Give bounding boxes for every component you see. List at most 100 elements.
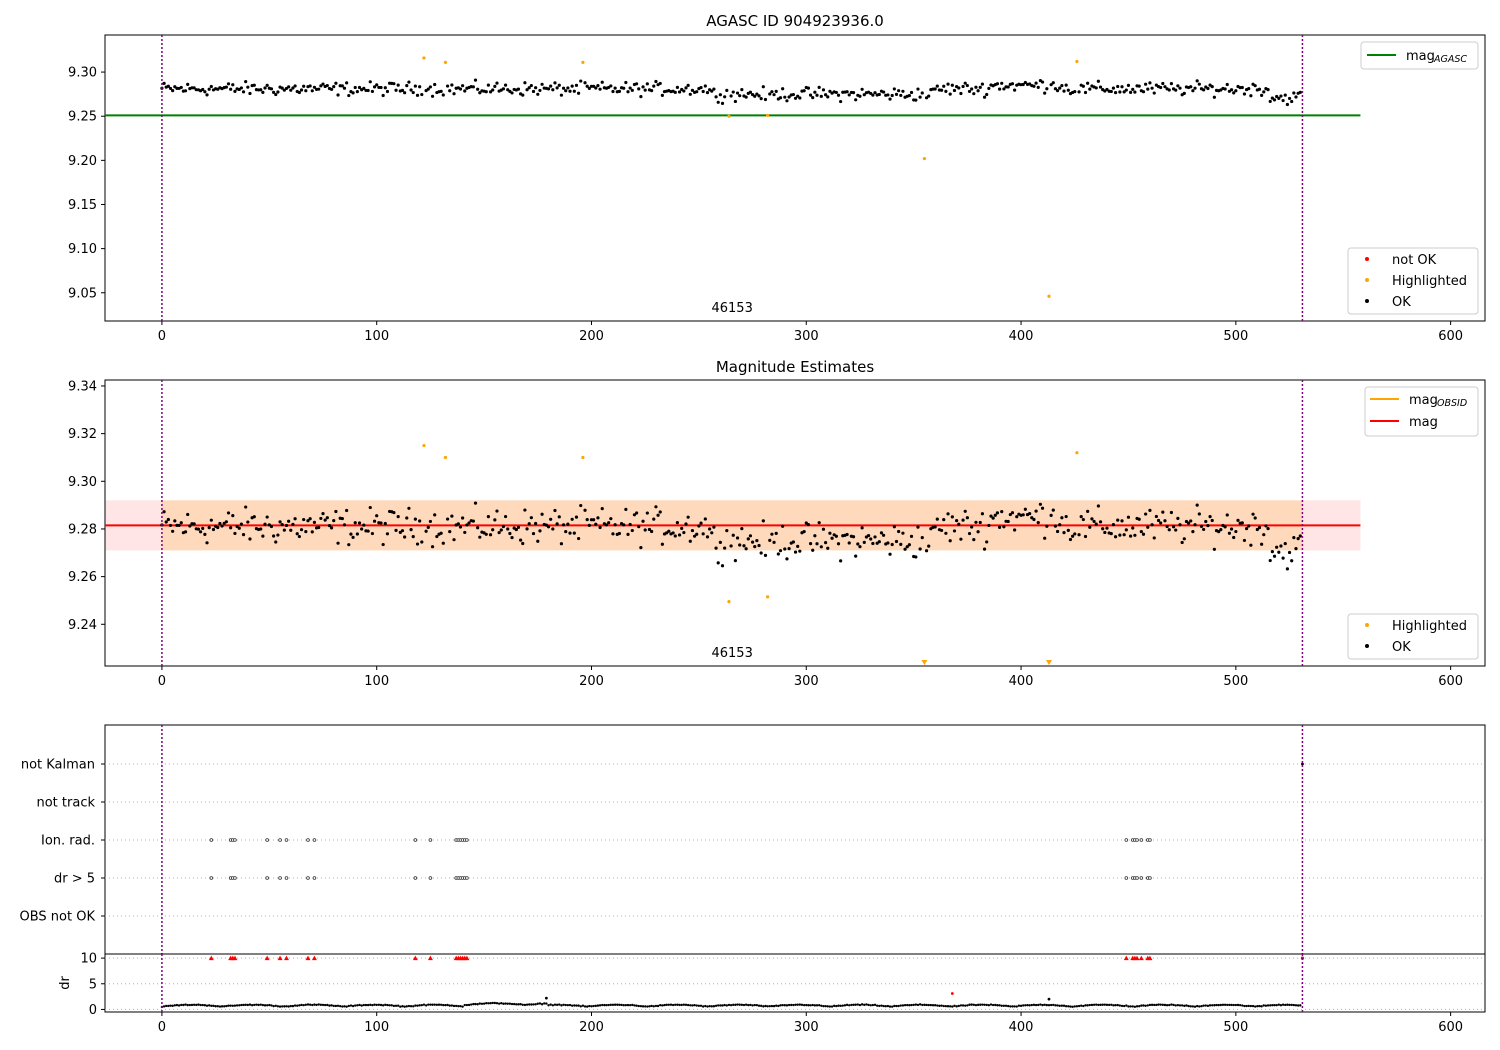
panel2-ok-point	[308, 517, 312, 521]
dr-point	[1202, 1004, 1205, 1007]
panel2-ok-point	[1058, 523, 1062, 527]
panel1-ok-point	[723, 95, 727, 99]
panel1-ok-point	[471, 85, 475, 89]
dr-point	[766, 1005, 769, 1008]
panel1-ytick-label: 9.25	[68, 110, 97, 125]
panel2-ok-point	[705, 535, 710, 539]
panel1-ok-point	[909, 90, 914, 95]
panel2-ok-point	[566, 522, 570, 526]
panel2-ok-point	[1294, 547, 1298, 551]
dr-point	[710, 1005, 713, 1008]
panel1-highlighted-point	[1047, 294, 1051, 298]
panel2-ok-point	[577, 536, 581, 541]
panel2-ok-point	[594, 522, 598, 526]
panel1-ok-point	[596, 84, 600, 88]
dr-point	[869, 1004, 872, 1007]
panel2-ok-point	[458, 525, 463, 529]
panel2-ok-point	[521, 541, 525, 546]
panel1-ok-point	[778, 96, 783, 100]
panel1-ok-point	[233, 89, 237, 93]
panel2-ok-point	[394, 528, 398, 532]
panel2-xtick-label: 500	[1223, 674, 1248, 689]
panel2-ok-point	[647, 527, 652, 532]
panel1-xtick-label: 300	[794, 329, 819, 344]
dr-clipped-marker	[1147, 955, 1153, 961]
dr-point	[807, 1004, 810, 1007]
dr-point	[403, 1005, 406, 1008]
panel2-ok-point	[555, 522, 559, 526]
panel2-ok-point	[716, 561, 720, 565]
dr-point	[929, 1003, 933, 1007]
panel1-ok-point	[834, 90, 838, 95]
dr-point	[1213, 1004, 1216, 1007]
panel1-ok-point	[229, 87, 233, 91]
dr-point	[493, 1001, 497, 1005]
panel1-ytick-label: 9.05	[68, 286, 97, 301]
dr-point	[517, 1003, 520, 1006]
dr-point	[1146, 1004, 1149, 1007]
dr-point	[201, 1003, 204, 1007]
panel1-ok-point	[600, 80, 604, 84]
panel1-ok-point	[725, 88, 729, 92]
panel1-ok-point	[899, 93, 903, 98]
dr-point	[394, 1004, 398, 1008]
panel2-ok-point	[1171, 525, 1176, 529]
panel1-ok-point	[613, 86, 617, 90]
dr-point	[1060, 1004, 1064, 1007]
panel1-ok-point	[572, 89, 576, 93]
panel2-ok-point	[1062, 531, 1066, 535]
dr-point	[1176, 1003, 1180, 1007]
panel2-ok-point	[1189, 519, 1193, 523]
panel1-ok-point	[871, 93, 875, 97]
panel1-ok-point	[740, 88, 744, 92]
panel1-ok-point	[407, 80, 411, 84]
dr-point	[272, 1004, 275, 1008]
panel2-ok-point	[639, 545, 643, 550]
panel1-ok-point	[791, 92, 795, 97]
panel2-ok-point	[1236, 518, 1240, 522]
dr-point	[699, 1004, 703, 1007]
not-kalman-point	[1301, 762, 1304, 766]
dr-point	[955, 1005, 958, 1008]
dr-point	[968, 1003, 971, 1006]
dr-point	[749, 1003, 752, 1007]
dr-point	[162, 1005, 166, 1008]
dr-point	[680, 1003, 683, 1007]
dr-point	[809, 1004, 812, 1007]
dr-point	[648, 1005, 651, 1008]
dr-point	[480, 1002, 484, 1006]
panel1-ok-point	[538, 88, 542, 93]
flag-label: OBS not OK	[20, 910, 96, 925]
dr-point	[293, 1004, 297, 1007]
panel2-ok-point	[1298, 534, 1302, 538]
dr-point	[650, 1004, 653, 1008]
dr-point	[987, 1003, 991, 1007]
dr-point	[515, 1003, 518, 1006]
panel1-ok-point	[289, 88, 293, 92]
dr-point	[575, 1004, 578, 1007]
panel1-ok-point	[877, 92, 881, 97]
panel1-ok-point	[828, 89, 832, 93]
dr-point	[682, 1003, 686, 1006]
panel2-ok-point	[306, 519, 310, 523]
dr-point	[472, 1002, 475, 1006]
panel1-ok-point	[317, 87, 321, 91]
panel2-ok-point	[293, 517, 297, 521]
panel1-ok-point	[312, 85, 317, 89]
panel1-ok-point	[658, 81, 662, 86]
dr-point	[927, 1003, 930, 1007]
panel1-ok-point	[748, 90, 753, 94]
panel1-ok-point	[463, 89, 467, 93]
dr-point	[624, 1003, 628, 1007]
panel1-ok-point	[916, 87, 920, 91]
dr-point	[976, 1003, 980, 1007]
dr-point	[588, 1004, 591, 1008]
dr-point	[532, 1003, 535, 1006]
dr-point	[860, 1003, 864, 1006]
dr-point	[1112, 1004, 1115, 1007]
dr-point	[948, 1005, 952, 1008]
dr-point	[944, 1004, 948, 1008]
panel2-ok-point	[963, 509, 967, 513]
panel2-ok-point	[445, 517, 450, 521]
panel2-ok-point	[1111, 523, 1116, 527]
